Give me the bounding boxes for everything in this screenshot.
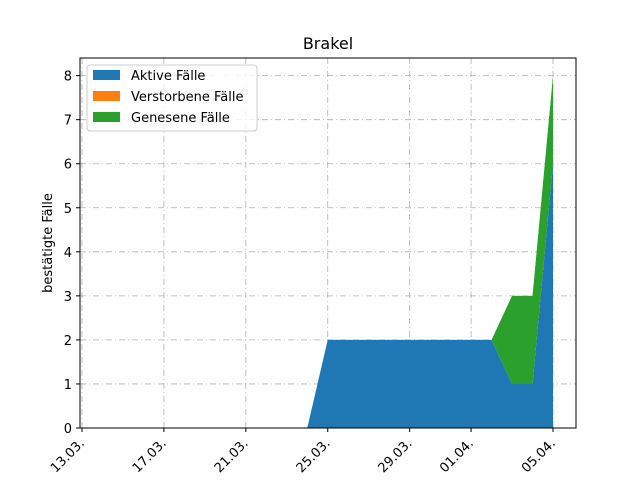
x-tick-label: 13.03. (48, 436, 88, 476)
legend: Aktive Fälle Verstorbene Fälle Genesene Fä… (86, 64, 258, 132)
legend-box (86, 64, 258, 132)
legend-swatch (93, 91, 120, 101)
legend-label: Verstorbene Fälle (131, 90, 244, 105)
x-tick-label: 01.04. (437, 436, 477, 476)
y-tick-label: 0 (64, 422, 72, 437)
x-tick-label: 21.03. (212, 436, 252, 476)
y-tick-label: 5 (64, 202, 72, 217)
stacked-areas (82, 75, 553, 429)
y-tick-label: 7 (64, 114, 72, 129)
chart-title: Brakel (303, 34, 353, 53)
legend-label: Aktive Fälle (131, 69, 205, 84)
legend-swatch (93, 112, 120, 122)
legend-label: Genesene Fälle (131, 111, 230, 126)
x-axis: 13.03. 17.03. 21.03. 25.03. 29.03. 01.04. 05.0… (48, 428, 559, 476)
x-tick-label: 17.03. (130, 436, 170, 476)
y-axis-label: bestätigte Fälle (41, 193, 56, 293)
x-tick-label: 29.03. (376, 436, 416, 476)
y-tick-label: 1 (64, 378, 72, 393)
y-tick-label: 2 (64, 334, 72, 349)
area-series-1 (82, 163, 553, 428)
y-tick-label: 4 (64, 246, 72, 261)
y-tick-label: 6 (64, 158, 72, 173)
y-axis: 0 1 2 3 4 5 6 7 8 (64, 70, 80, 437)
y-tick-label: 8 (64, 70, 72, 85)
x-tick-label: 25.03. (294, 436, 334, 476)
legend-swatch (93, 70, 120, 80)
x-tick-label: 05.04. (519, 436, 559, 476)
y-tick-label: 3 (64, 290, 72, 305)
